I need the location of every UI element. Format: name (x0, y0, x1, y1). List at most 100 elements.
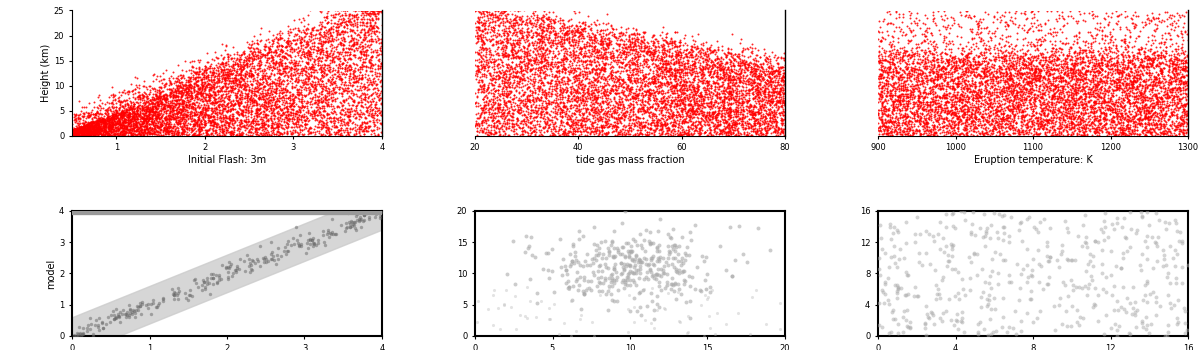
Point (917, 332, 936, 337)
Point (319, 234, 338, 240)
Point (272, 53, 292, 58)
Point (241, 44, 260, 50)
Point (922, 107, 941, 113)
Point (358, 43, 377, 49)
Point (260, 83, 280, 89)
Point (532, 54, 551, 60)
Point (630, 69, 649, 75)
Point (127, 110, 146, 116)
Point (122, 132, 142, 138)
Point (904, 58, 923, 64)
Point (1066, 122, 1085, 128)
Point (943, 64, 962, 69)
Point (1042, 123, 1061, 128)
Point (102, 126, 121, 131)
Point (908, 77, 928, 83)
Point (137, 86, 156, 92)
Point (239, 55, 258, 61)
Point (895, 70, 914, 76)
Point (1098, 129, 1117, 135)
Point (1036, 37, 1055, 43)
Point (330, 16, 349, 22)
Point (488, 88, 508, 93)
Point (694, 333, 713, 338)
Point (310, 81, 329, 87)
Point (268, 46, 287, 51)
Point (703, 49, 722, 54)
Point (680, 52, 700, 58)
Point (100, 128, 119, 134)
Point (350, 132, 370, 138)
Point (652, 287, 671, 293)
Point (305, 107, 324, 113)
Point (220, 129, 239, 135)
Point (527, 56, 546, 61)
Point (481, 38, 500, 44)
Point (511, 118, 530, 124)
Point (89, 327, 108, 332)
Point (1074, 101, 1093, 107)
Point (301, 99, 320, 105)
Point (748, 93, 767, 98)
Point (721, 66, 740, 72)
Point (917, 116, 936, 121)
Point (1043, 49, 1062, 54)
Point (582, 128, 601, 134)
Point (772, 104, 791, 109)
Point (298, 116, 317, 121)
Point (763, 96, 782, 102)
Point (146, 92, 166, 97)
Point (1134, 104, 1153, 109)
Point (1132, 97, 1151, 103)
Point (545, 19, 564, 24)
Point (980, 292, 1000, 298)
Point (712, 74, 731, 79)
Point (1043, 81, 1062, 87)
Point (552, 109, 571, 114)
Point (1094, 79, 1114, 85)
Point (1030, 111, 1049, 116)
Point (149, 103, 168, 108)
Point (258, 124, 277, 129)
Point (767, 121, 786, 127)
Point (1084, 84, 1103, 90)
Point (1147, 131, 1166, 136)
Point (954, 59, 973, 65)
Point (635, 109, 654, 115)
Point (644, 97, 664, 103)
Point (230, 72, 250, 78)
Point (499, 83, 518, 89)
Point (1145, 102, 1164, 108)
Point (227, 69, 246, 75)
Point (1086, 100, 1105, 106)
Point (636, 83, 655, 88)
Point (310, 111, 329, 116)
Point (1025, 76, 1044, 82)
Point (527, 16, 546, 22)
Point (553, 256, 572, 262)
Point (665, 264, 684, 270)
Point (168, 120, 187, 126)
Point (547, 82, 566, 88)
Point (1130, 122, 1150, 128)
Point (1045, 131, 1064, 136)
Point (516, 78, 535, 83)
Point (1026, 69, 1045, 75)
Point (871, 128, 890, 134)
Point (523, 94, 542, 99)
Point (595, 50, 614, 56)
Point (280, 94, 299, 100)
Point (947, 81, 966, 87)
Point (350, 19, 370, 25)
Point (922, 129, 941, 134)
Point (914, 51, 934, 56)
Point (144, 103, 163, 108)
Point (262, 88, 281, 93)
Point (1152, 69, 1171, 75)
Point (536, 103, 556, 109)
Point (251, 50, 270, 55)
Point (271, 130, 290, 136)
Point (679, 131, 698, 136)
Point (1142, 93, 1162, 99)
Point (560, 69, 580, 75)
